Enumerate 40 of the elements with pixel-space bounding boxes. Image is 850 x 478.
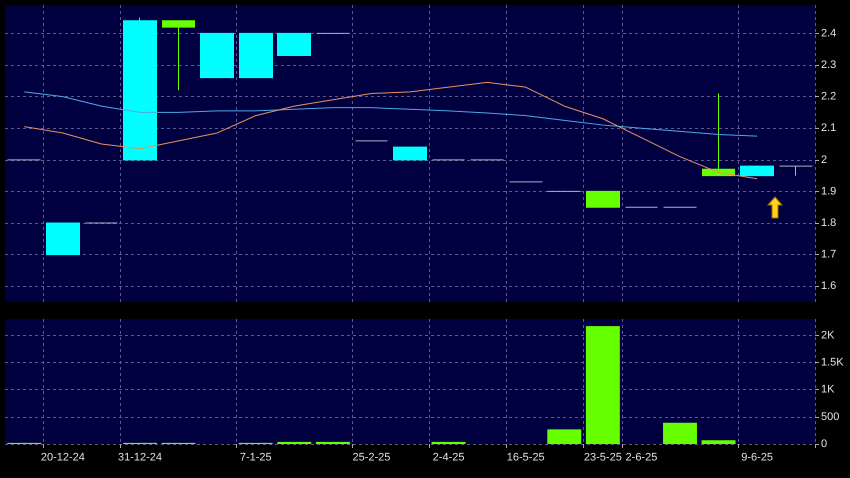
candlestick xyxy=(162,20,195,91)
y-tick-label: 1.5K xyxy=(821,356,844,368)
candlestick xyxy=(200,32,234,78)
candlestick xyxy=(702,92,735,176)
bar xyxy=(586,326,620,444)
y-tick-label: 2 xyxy=(821,154,828,166)
x-tick-label: 23-5-25 xyxy=(584,452,622,464)
candlestick xyxy=(393,146,427,160)
candlestick xyxy=(46,222,80,256)
candlestick xyxy=(277,32,311,56)
x-tick-label: 2-6-25 xyxy=(626,452,658,464)
line-series xyxy=(24,82,758,180)
candlestick xyxy=(239,32,273,78)
candlestick xyxy=(740,166,774,176)
y-tick-label: 2.2 xyxy=(821,90,836,103)
x-tick-label: 25-2-25 xyxy=(352,452,390,464)
y-tick-label: 2K xyxy=(821,329,836,342)
y-tick-label: 1.8 xyxy=(821,217,836,230)
line-series xyxy=(24,91,758,137)
bar xyxy=(702,440,736,444)
y-tick-label: 1.9 xyxy=(821,185,836,198)
x-tick-label: 9-6-25 xyxy=(741,452,774,464)
x-tick-label: 2-4-25 xyxy=(432,452,464,464)
x-tick-label: 16-5-25 xyxy=(506,452,545,464)
y-tick-label: 2.4 xyxy=(821,27,836,40)
y-tick-label: 0 xyxy=(821,438,828,450)
y-tick-label: 500 xyxy=(821,410,840,423)
x-tick-label: 31-12-24 xyxy=(118,452,162,464)
bar xyxy=(663,422,697,444)
y-tick-label: 2.3 xyxy=(821,59,836,72)
x-tick-label: 20-12-24 xyxy=(40,452,85,464)
y-tick-label: 1.6 xyxy=(821,280,836,292)
bar xyxy=(547,429,582,444)
y-tick-label: 2.1 xyxy=(821,122,836,134)
candlestick xyxy=(586,190,620,208)
y-tick-label: 1K xyxy=(821,384,836,396)
x-tick-label: 7-1-25 xyxy=(240,452,272,464)
y-tick-label: 1.7 xyxy=(821,248,836,261)
candlestick xyxy=(779,166,813,176)
candlestick xyxy=(123,17,157,160)
